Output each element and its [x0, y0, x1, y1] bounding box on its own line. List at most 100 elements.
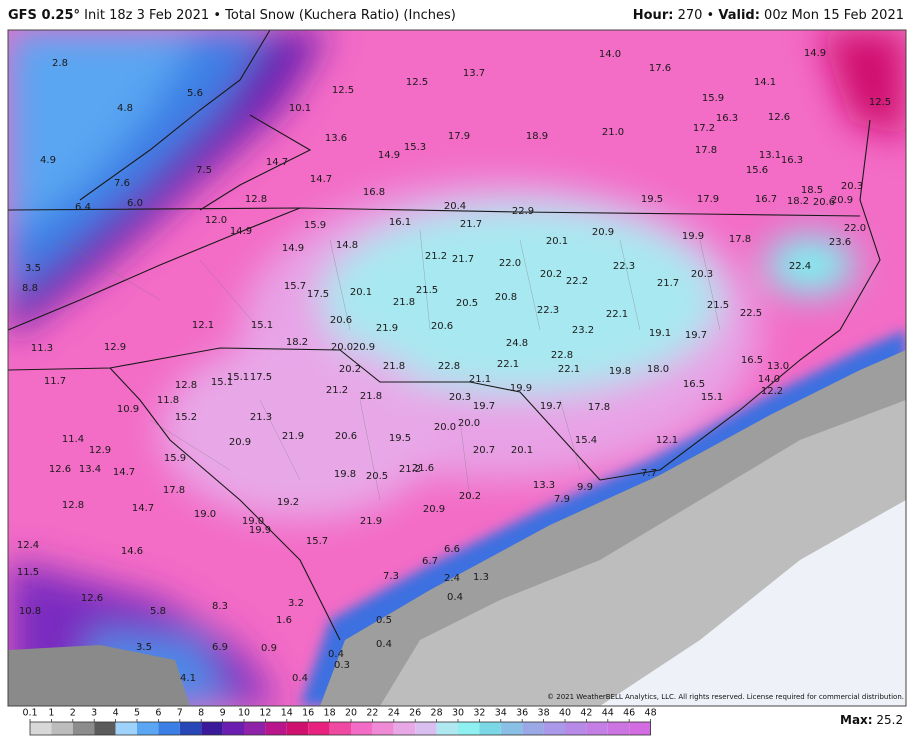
legend-swatch [479, 722, 501, 735]
snow-amount-label: 21.5 [416, 285, 438, 296]
snow-amount-label: 10.1 [289, 103, 311, 114]
legend-tick-label: 0.1 [22, 708, 37, 719]
snow-amount-label: 21.7 [460, 219, 482, 230]
snow-amount-label: 11.3 [31, 343, 53, 354]
snow-amount-label: 23.6 [829, 237, 851, 248]
legend-tick-label: 16 [302, 708, 314, 719]
legend-tick-label: 32 [473, 708, 485, 719]
snow-amount-label: 22.0 [499, 258, 521, 269]
snow-amount-label: 21.3 [250, 412, 272, 423]
snow-amount-label: 18.9 [526, 131, 548, 142]
snow-amount-label: 22.0 [844, 223, 866, 234]
snow-amount-label: 13.1 [759, 150, 781, 161]
snow-amount-label: 3.5 [25, 263, 41, 274]
snow-amount-label: 10.8 [19, 606, 41, 617]
snow-amount-label: 17.8 [695, 145, 717, 156]
snow-amount-label: 21.9 [376, 323, 398, 334]
snow-amount-label: 7.7 [641, 468, 657, 479]
snow-amount-label: 17.5 [307, 289, 329, 300]
legend-swatch [372, 722, 394, 735]
snow-amount-label: 15.9 [164, 453, 186, 464]
legend-tick-label: 12 [259, 708, 271, 719]
snow-amount-label: 14.7 [266, 157, 288, 168]
legend-swatch [351, 722, 373, 735]
snow-amount-label: 19.1 [649, 328, 671, 339]
snow-amount-label: 18.2 [286, 337, 308, 348]
snow-amount-label: 11.8 [157, 395, 179, 406]
map [8, 30, 906, 706]
snow-amount-label: 21.6 [412, 463, 434, 474]
snow-amount-label: 22.2 [566, 276, 588, 287]
legend-swatch [179, 722, 202, 735]
legend-swatch [244, 722, 266, 735]
legend-tick-label: 18 [324, 708, 336, 719]
snow-amount-label: 21.2 [425, 251, 447, 262]
legend-tick-label: 1 [48, 708, 54, 719]
model: GFS 0.25° [8, 8, 80, 23]
snow-amount-label: 20.3 [841, 181, 863, 192]
max-value: 25.2 [876, 713, 903, 727]
legend-tick-label: 34 [495, 708, 507, 719]
snow-amount-label: 15.2 [175, 412, 197, 423]
snow-amount-label: 12.8 [62, 500, 84, 511]
legend-swatch [201, 722, 223, 735]
snow-amount-label: 20.6 [330, 315, 352, 326]
legend-tick-label: 36 [516, 708, 528, 719]
snow-amount-label: 14.9 [804, 48, 826, 59]
snow-amount-label: 12.9 [89, 445, 111, 456]
snow-amount-label: 15.1 [251, 320, 273, 331]
snow-amount-label: 21.8 [383, 361, 405, 372]
snow-amount-label: 21.9 [282, 431, 304, 442]
snow-amount-label: 20.9 [592, 227, 614, 238]
legend-tick-label: 20 [345, 708, 357, 719]
snow-amount-label: 1.6 [276, 615, 292, 626]
snow-amount-label: 0.9 [261, 643, 277, 654]
snow-amount-label: 5.8 [150, 606, 166, 617]
snow-amount-label: 21.5 [707, 300, 729, 311]
legend: 0.1 1 2 3 4 5 6 7 8 9 10 12 14 16 18 20 22 24 26 28 30 32 34 36… [22, 708, 657, 736]
snow-amount-label: 15.1 [227, 372, 249, 383]
snow-amount-label: 15.1 [211, 377, 233, 388]
snow-amount-label: 7.5 [196, 165, 212, 176]
snow-amount-label: 19.7 [540, 401, 562, 412]
copyright: © 2021 WeatherBELL Analytics, LLC. All r… [547, 693, 904, 701]
snow-amount-label: 19.0 [194, 509, 216, 520]
snow-amount-label: 5.6 [187, 88, 203, 99]
snow-amount-label: 1.3 [473, 572, 489, 583]
legend-tick-label: 24 [388, 708, 400, 719]
snow-amount-label: 12.6 [81, 593, 103, 604]
snow-amount-label: 13.7 [463, 68, 485, 79]
snow-amount-label: 12.5 [406, 77, 428, 88]
snow-amount-label: 20.9 [229, 437, 251, 448]
snow-amount-label: 20.2 [540, 269, 562, 280]
snow-amount-label: 12.5 [869, 97, 891, 108]
snow-amount-label: 21.8 [360, 391, 382, 402]
legend-tick-label: 9 [220, 708, 226, 719]
snow-amount-label: 21.2 [399, 464, 421, 475]
snow-amount-label: 22.1 [606, 309, 628, 320]
snow-amount-label: 0.4 [447, 592, 463, 603]
legend-tick-label: 8 [198, 708, 204, 719]
legend-swatch [458, 722, 480, 735]
snow-amount-label: 24.8 [506, 338, 528, 349]
snow-amount-label: 11.5 [17, 567, 39, 578]
snow-amount-label: 12.8 [175, 380, 197, 391]
snow-amount-label: 19.9 [510, 383, 532, 394]
snow-amount-label: 21.0 [602, 127, 624, 138]
snow-amount-label: 21.7 [657, 278, 679, 289]
legend-tick-label: 6 [155, 708, 161, 719]
snow-amount-label: 19.8 [334, 469, 356, 480]
snow-amount-label: 14.7 [310, 174, 332, 185]
snow-amount-label: 15.9 [702, 93, 724, 104]
snow-amount-label: 20.1 [350, 287, 372, 298]
snow-amount-label: 2.4 [444, 573, 460, 584]
legend-swatch [393, 722, 416, 735]
legend-swatch [629, 722, 651, 735]
snow-amount-label: 8.8 [22, 283, 38, 294]
snow-amount-label: 15.7 [306, 536, 328, 547]
snow-amount-label: 22.4 [789, 261, 811, 272]
legend-swatch [543, 722, 565, 735]
snow-amount-label: 18.5 [801, 185, 823, 196]
snow-amount-label: 12.1 [192, 320, 214, 331]
